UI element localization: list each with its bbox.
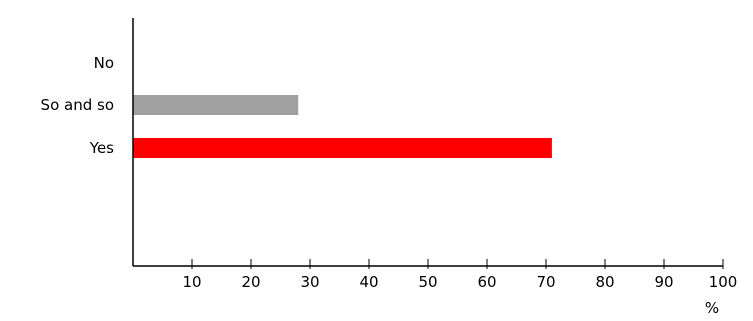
x-axis-unit-label: %: [705, 299, 719, 317]
x-tick-label-60: 60: [477, 273, 496, 291]
x-tick-label-40: 40: [359, 273, 378, 291]
x-tick-label-90: 90: [654, 273, 673, 291]
x-axis-ticks: 10 20 30 40 50 60 70 80 90 100: [182, 259, 737, 291]
x-tick-label-70: 70: [536, 273, 555, 291]
x-tick-label-80: 80: [595, 273, 614, 291]
category-labels: No So and so Yes: [41, 54, 115, 157]
category-label-so-and-so: So and so: [41, 96, 114, 114]
x-tick-label-30: 30: [300, 273, 319, 291]
bar-yes: [133, 138, 552, 158]
x-tick-label-20: 20: [241, 273, 260, 291]
bars-group: [133, 95, 552, 158]
x-tick-label-10: 10: [182, 273, 201, 291]
x-tick-label-100: 100: [709, 273, 738, 291]
x-tick-label-50: 50: [418, 273, 437, 291]
category-label-yes: Yes: [89, 139, 114, 157]
bar-so-and-so: [133, 95, 299, 115]
category-label-no: No: [94, 54, 114, 72]
